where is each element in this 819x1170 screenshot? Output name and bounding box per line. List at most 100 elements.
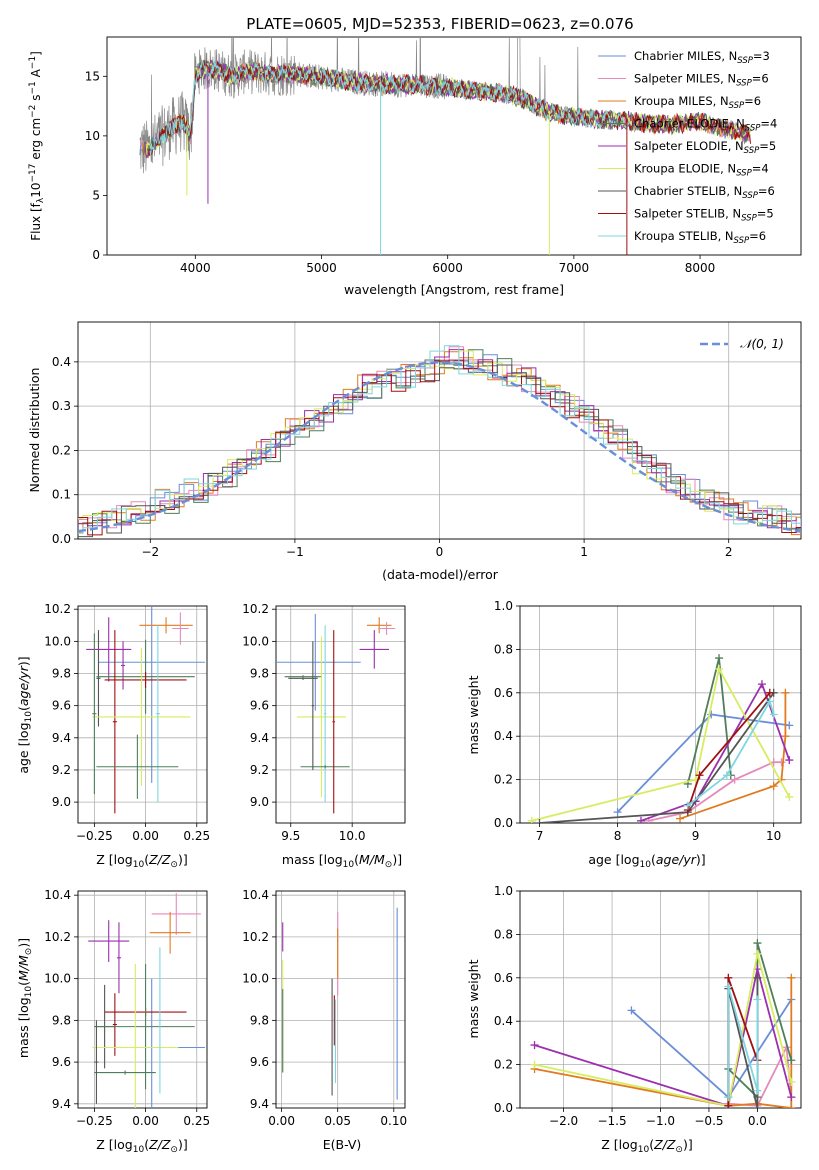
- residuals-frame: [77, 321, 802, 540]
- age-vs-mass-xtick-label: 10.0: [339, 829, 366, 843]
- mass-weight-vs-age-frame: [519, 605, 802, 824]
- mass-weight-vs-Z-ytick-label: 0.2: [494, 1058, 513, 1072]
- spectrum-legend-label: Kroupa STELIB, NSSP=6: [634, 229, 766, 246]
- mass-weight-vs-Z-xtick-label: 0.0: [748, 1114, 767, 1128]
- spectrum-legend: Chabrier MILES, NSSP=3 Salpeter MILES, NS…: [598, 49, 777, 246]
- spectrum-legend-label: Salpeter MILES, NSSP=6: [634, 72, 769, 89]
- mass-weight-vs-age-series-line: [539, 692, 775, 823]
- residuals-histogram-step: [78, 345, 801, 534]
- age-vs-Z-ytick-label: 9.8: [52, 667, 71, 681]
- mass-vs-Z-plot-area: [88, 893, 205, 1108]
- mass-weight-vs-age-point-marker: [730, 775, 739, 784]
- spectrum-legend-label: Kroupa ELODIE, NSSP=4: [634, 162, 769, 179]
- mass-weight-vs-age-xtick-label: 9: [692, 829, 700, 843]
- age-vs-mass-ytick-label: 9.0: [250, 795, 269, 809]
- spectrum-legend-label: Salpeter STELIB, NSSP=5: [634, 207, 774, 224]
- mass-weight-vs-age-series-line: [616, 713, 790, 813]
- mass-weight-vs-Z-point-marker: [787, 1056, 796, 1065]
- mass-weight-vs-age-point-marker: [769, 782, 778, 791]
- mass-vs-Z-ytick-label: 9.4: [52, 1097, 71, 1111]
- residuals-normal-curve: [78, 361, 801, 533]
- residuals-histogram-step: [78, 359, 801, 536]
- residuals-plot-area: [78, 345, 801, 538]
- age-vs-mass-frame: [275, 605, 406, 824]
- mass-weight-vs-age-point-marker: [785, 792, 794, 801]
- mass-weight-vs-age-point-marker: [777, 758, 786, 767]
- age-vs-mass-xtick-label: 9.5: [281, 829, 300, 843]
- mass-weight-vs-age-point-marker: [715, 664, 724, 673]
- mw-z-xlabel: Z [log10(Z/Z⊙)]: [601, 1137, 692, 1155]
- mass-weight-vs-age-point-marker: [765, 688, 774, 697]
- mass-weight-vs-age-point-marker: [781, 732, 790, 741]
- residuals-xlabel: (data-model)/error: [382, 567, 499, 582]
- mass-weight-vs-Z-xtick-label: −0.5: [694, 1114, 723, 1128]
- residuals-histogram-step: [78, 351, 801, 536]
- spectrum-axes: 4000 5000 6000 7000 8000 0 5 10 15: [85, 36, 802, 275]
- mass-z-xlabel: Z [log10(Z/Z⊙)]: [96, 1137, 187, 1155]
- mass-weight-vs-Z-frame: [519, 890, 802, 1109]
- mass-weight-vs-Z-ytick-label: 0.0: [494, 1101, 513, 1115]
- mass-weight-vs-age-xtick-label: 10: [766, 829, 781, 843]
- mass-weight-vs-age-point-marker: [683, 801, 692, 810]
- mass-weight-vs-Z-xtick-label: −1.0: [646, 1114, 675, 1128]
- mass-weight-vs-Z-point-marker: [724, 1093, 733, 1102]
- mass-weight-vs-Z-point-marker: [530, 1060, 539, 1069]
- mass-weight-vs-age-point-marker: [613, 808, 622, 817]
- age-vs-mass-ytick-label: 9.8: [250, 667, 269, 681]
- mw-age-xlabel: age [log10(age/yr)]: [588, 852, 705, 870]
- spectrum-legend-label: Kroupa MILES, NSSP=6: [634, 94, 761, 111]
- figure-title: PLATE=0605, MJD=52353, FIBERID=0623, z=0…: [246, 15, 633, 33]
- spectrum-ylabel: Flux [fλ10−17 erg cm−2 s−1 A−1]: [28, 51, 46, 241]
- residuals-xtick-label: −2: [141, 545, 159, 559]
- mass-weight-vs-Z-point-marker: [724, 973, 733, 982]
- residuals-xtick-label: −1: [286, 545, 304, 559]
- mass-weight-vs-age-xtick-label: 7: [536, 829, 544, 843]
- mass-weight-vs-Z-point-marker: [787, 1077, 796, 1086]
- age-vs-Z-ytick-label: 10.2: [44, 602, 71, 616]
- spectrum-xtick-label: 4000: [180, 261, 211, 275]
- mass-vs-EBV-ytick-label: 9.4: [250, 1097, 269, 1111]
- spectrum-model-line: [148, 59, 751, 155]
- mass-weight-vs-Z-ytick-label: 1.0: [494, 884, 513, 898]
- mass-weight-vs-age-point-marker: [781, 688, 790, 697]
- residuals-ytick-label: 0.3: [52, 399, 71, 413]
- mass-weight-vs-Z-axes: −2.0 −1.5 −1.0 −0.5 0.0 0.0 0.2 0.4 0.6 0.8 1.0: [494, 884, 802, 1128]
- mass-vs-Z-ytick-label: 10.0: [44, 972, 71, 986]
- age-vs-mass-ytick-label: 9.4: [250, 731, 269, 745]
- spectrum-legend-label: Chabrier ELODIE, NSSP=4: [634, 117, 777, 134]
- age-vs-mass-plot-area: [276, 614, 396, 814]
- residuals-histogram-step: [78, 346, 801, 533]
- spectrum-xtick-label: 6000: [432, 261, 463, 275]
- mass-weight-vs-Z-point-marker: [753, 939, 762, 948]
- ebv-xlabel: E(B-V): [323, 1137, 362, 1152]
- spectrum-xtick-label: 8000: [685, 261, 716, 275]
- mass-weight-vs-age-ytick-label: 0.4: [494, 729, 513, 743]
- mass-weight-vs-age-ylabel: mass weight: [466, 675, 481, 754]
- mass-weight-vs-age-point-marker: [695, 771, 704, 780]
- mass-vs-EBV-xtick-label: 0.00: [268, 1114, 295, 1128]
- residuals-xtick-label: 2: [725, 545, 733, 559]
- mass-weight-vs-age-xtick-label: 8: [614, 829, 622, 843]
- mass-vs-EBV-ytick-label: 9.8: [250, 1013, 269, 1027]
- mass-vs-Z-ytick-label: 10.4: [44, 888, 71, 902]
- mass-weight-vs-Z-point-marker: [753, 949, 762, 958]
- mass-weight-vs-age-point-marker: [757, 680, 766, 689]
- mass-weight-vs-Z-point-marker: [787, 1104, 796, 1108]
- spectrum-xtick-label: 5000: [306, 261, 337, 275]
- residuals-axes: −2 −1 0 1 2 0.0 0.1 0.2 0.3 0.4: [52, 321, 802, 559]
- residuals-xtick-label: 0: [436, 545, 444, 559]
- mass-weight-vs-age-ytick-label: 0.6: [494, 686, 513, 700]
- mass-vs-Z-ytick-label: 10.2: [44, 930, 71, 944]
- mass-weight-vs-Z-series-line: [727, 986, 759, 1098]
- age-vs-Z-ytick-label: 9.0: [52, 795, 71, 809]
- mass-weight-vs-Z-plot-area: [530, 939, 796, 1108]
- age-vs-mass-axes: 9.5 10.0 9.0 9.2 9.4 9.6 9.8 10.0 10.2: [242, 602, 406, 843]
- mass-weight-vs-age-series-line: [640, 681, 791, 822]
- age-vs-mass-ytick-label: 10.0: [242, 634, 269, 648]
- mass-weight-vs-Z-point-marker: [753, 1104, 762, 1108]
- age-vs-Z-ytick-label: 10.0: [44, 634, 71, 648]
- mass-weight-vs-Z-point-marker: [787, 973, 796, 982]
- mass-weight-vs-age-plot-area: [527, 654, 794, 823]
- spectrum-frame: [106, 36, 802, 256]
